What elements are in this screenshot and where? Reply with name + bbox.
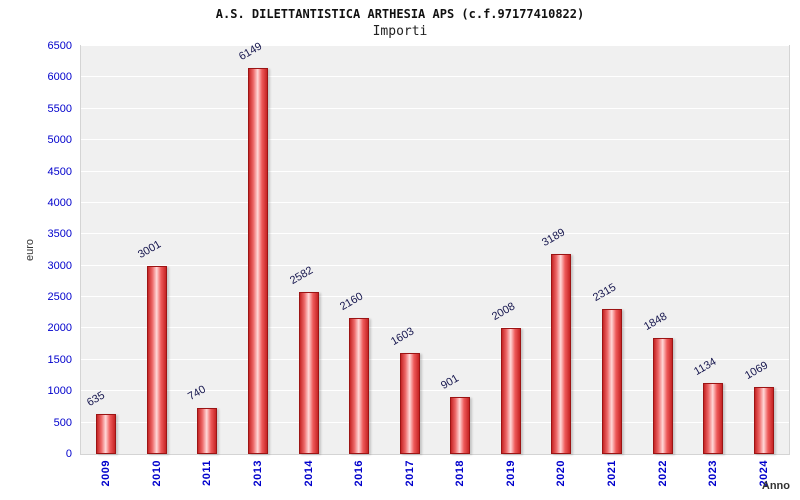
x-tick-label: 2009: [100, 460, 113, 487]
y-tick-label: 0: [65, 448, 72, 460]
y-tick-label: 2000: [47, 322, 72, 335]
y-tick-label: 2500: [47, 291, 72, 304]
y-tick-label: 1000: [47, 385, 72, 398]
gridline: [81, 170, 789, 172]
category-slot: 1069 2024: [738, 46, 789, 486]
x-tick-label: 2014: [302, 460, 315, 487]
bar: [298, 291, 319, 454]
chart-subtitle: Importi: [372, 24, 428, 39]
gridline: [81, 201, 789, 203]
y-tick-label: 3500: [47, 228, 72, 241]
bar-value-label: 1603: [388, 325, 416, 349]
y-tick-label: 1500: [47, 353, 72, 366]
category-slot: 2315 2021: [587, 46, 638, 486]
y-tick-label: 6000: [47, 71, 72, 84]
category-slot: 2008 2019: [486, 46, 537, 486]
bar-value-label: 3001: [135, 238, 164, 261]
bar: [197, 407, 218, 454]
bar-value-label: 2160: [338, 290, 366, 314]
x-tick-label: 2022: [656, 460, 669, 487]
bar-value-label: 901: [439, 372, 462, 393]
bar: [500, 327, 521, 454]
bar: [349, 318, 370, 454]
x-axis-label: Anno: [761, 480, 790, 492]
category-slot: 2160 2016: [334, 46, 385, 486]
y-tick-label: 3000: [47, 259, 72, 272]
gridline: [81, 296, 789, 298]
y-axis-label: euro: [24, 238, 36, 262]
plot-area: 0 500 1000 1500 2000 2500 3000 3500 4000 4500 5000…: [48, 40, 790, 486]
y-tick-label: 5000: [47, 134, 72, 147]
bar-value-label: 1069: [742, 359, 770, 382]
bar-value-label: 740: [186, 382, 209, 403]
x-tick-label: 2013: [251, 460, 264, 487]
bar-value-label: 1134: [692, 355, 719, 378]
bar: [652, 338, 673, 454]
x-tick-label: 2023: [707, 460, 720, 487]
gridline: [81, 327, 789, 329]
gridline: [81, 233, 789, 235]
y-tick-label: 4500: [47, 165, 72, 178]
category-slot: 1848 2022: [637, 46, 688, 486]
bar-value-label: 2008: [489, 300, 518, 323]
gridline: [81, 358, 789, 360]
bar: [753, 386, 774, 454]
category-slot: 1134 2023: [688, 46, 739, 486]
gridline: [81, 421, 789, 423]
gridline: [81, 264, 789, 266]
y-tick-label: 4000: [47, 196, 72, 209]
category-slot: 901 2018: [435, 46, 486, 486]
y-tick-label: 5500: [47, 102, 72, 115]
bar: [247, 68, 268, 454]
category-slot: 1603 2017: [384, 46, 435, 486]
x-tick-label: 2011: [201, 460, 214, 486]
chart-title: A.S. DILETTANTISTICA ARTHESIA APS (c.f.9…: [215, 7, 585, 21]
bar-value-label: 2582: [287, 264, 315, 287]
category-slot: 635 2009: [81, 46, 132, 486]
gridline: [81, 76, 789, 78]
y-tick-label: 500: [53, 416, 72, 429]
gridline: [81, 390, 789, 392]
bar: [96, 414, 117, 454]
bar-value-label: 3189: [540, 226, 568, 249]
x-tick-label: 2016: [353, 460, 366, 487]
category-slot: 3001 2010: [132, 46, 183, 486]
y-tick-label: 6500: [47, 40, 72, 52]
x-tick-label: 2019: [504, 460, 517, 487]
x-tick-label: 2020: [555, 460, 568, 487]
gridline: [81, 139, 789, 141]
bar-value-label: 635: [85, 389, 108, 410]
bar-value-label: 1848: [641, 310, 669, 334]
bar-value-label: 6149: [236, 40, 265, 64]
bar: [601, 308, 622, 454]
category-slot: 6149 2013: [233, 40, 284, 486]
x-tick-label: 2021: [605, 460, 618, 487]
category-slot: 3189 2020: [536, 46, 587, 486]
bar: [399, 353, 420, 454]
x-tick-label: 2017: [403, 460, 416, 487]
gridline: [81, 107, 789, 109]
category-slot: 2582 2014: [283, 46, 334, 486]
category-slot: 740 2011: [182, 46, 233, 486]
bar: [551, 253, 572, 454]
x-tick-label: 2018: [454, 460, 467, 487]
bar: [146, 265, 167, 454]
x-tick-label: 2010: [150, 460, 163, 487]
bar: [703, 382, 724, 454]
bar: [450, 397, 471, 454]
gridline: [81, 45, 789, 46]
bar-value-label: 2315: [590, 281, 619, 304]
